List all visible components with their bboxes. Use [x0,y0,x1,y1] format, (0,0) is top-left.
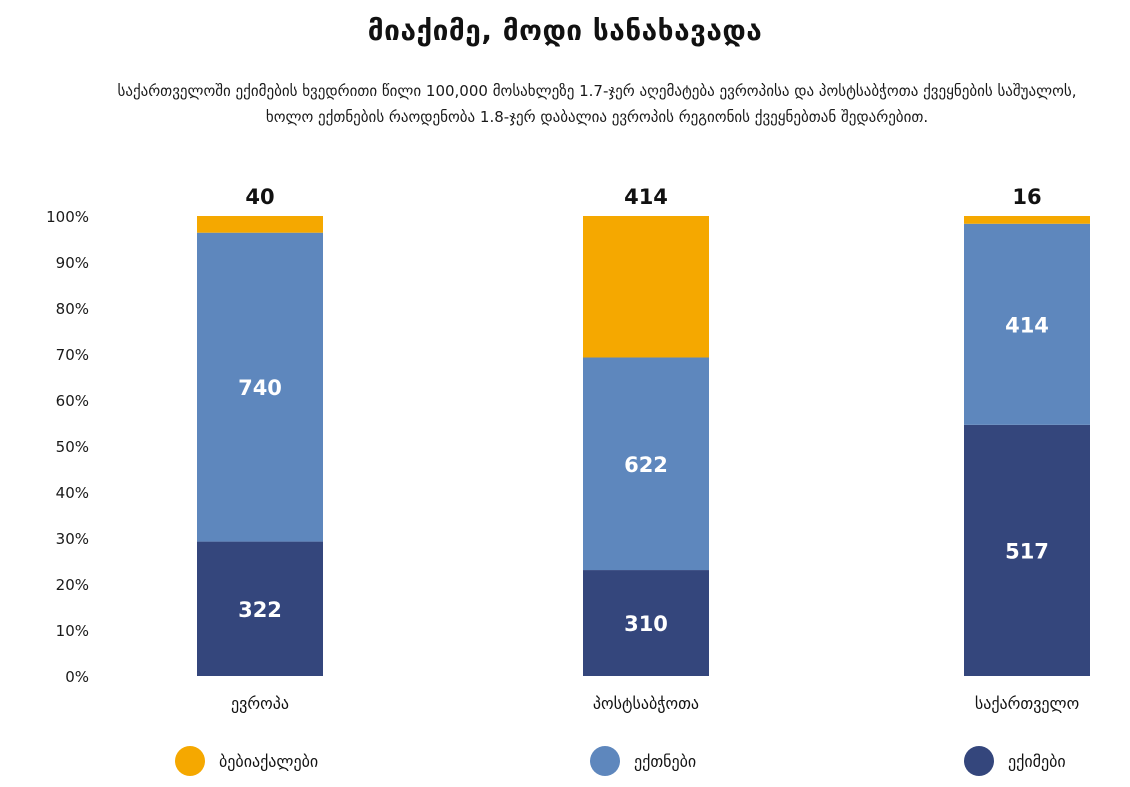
y-tick-label: 30% [56,530,89,548]
y-tick-label: 60% [56,392,89,410]
data-label-midwives: 16 [1012,185,1041,209]
chart-title: მიაქიმე, მოდი სანახავადა [367,14,763,47]
legend-swatch-midwives [175,746,205,776]
data-label-nurses: 740 [238,376,282,400]
legend-item-doctors: ექიმები [964,746,1066,776]
chart-subtitle: საქართველოში ექიმების ხვედრითი წილი 100,… [117,82,1077,126]
data-label-midwives: 40 [245,185,274,209]
data-label-doctors: 322 [238,598,282,622]
legend-label-midwives: ბებიაქალები [219,751,319,771]
x-category-label: საქართველო [975,694,1079,713]
y-tick-label: 0% [65,668,89,686]
data-label-nurses: 414 [1005,313,1049,337]
stacked-bar-chart: 0% 10% 20% 30% 40% 50% 60% 70% 80% 90% 100% 322 740 4… [46,185,1090,713]
data-label-doctors: 310 [624,612,668,636]
y-tick-label: 90% [56,254,89,272]
y-tick-label: 10% [56,622,89,640]
bar-segment-midwives [964,216,1090,224]
bar-segment-doctors [197,541,323,676]
legend-item-midwives: ბებიაქალები [175,746,318,776]
y-tick-label: 20% [56,576,89,594]
y-tick-label: 40% [56,484,89,502]
y-tick-label: 50% [56,438,89,456]
bar-segment-doctors [964,424,1090,676]
y-tick-label: 100% [46,208,89,226]
bar-segment-nurses [964,223,1090,425]
legend: ბებიაქალები ექთნები ექიმები [0,746,1130,782]
bar-segment-nurses [197,232,323,542]
legend-label-nurses: ექთნები [634,751,697,771]
legend-swatch-doctors [964,746,994,776]
bar-segment-midwives [197,216,323,233]
legend-label-doctors: ექიმები [1008,751,1066,771]
y-tick-label: 80% [56,300,89,318]
y-tick-label: 70% [56,346,89,364]
legend-swatch-nurses [590,746,620,776]
data-label-doctors: 517 [1005,539,1049,563]
legend-item-nurses: ექთნები [590,746,696,776]
data-label-midwives: 414 [624,185,668,209]
bar-segment-midwives [583,216,709,358]
x-category-label: ევროპა [231,694,289,713]
x-category-label: პოსტსაბჭოთა [593,694,699,713]
bar-segment-doctors [583,570,709,676]
data-label-nurses: 622 [624,453,668,477]
bar-segment-nurses [583,357,709,571]
